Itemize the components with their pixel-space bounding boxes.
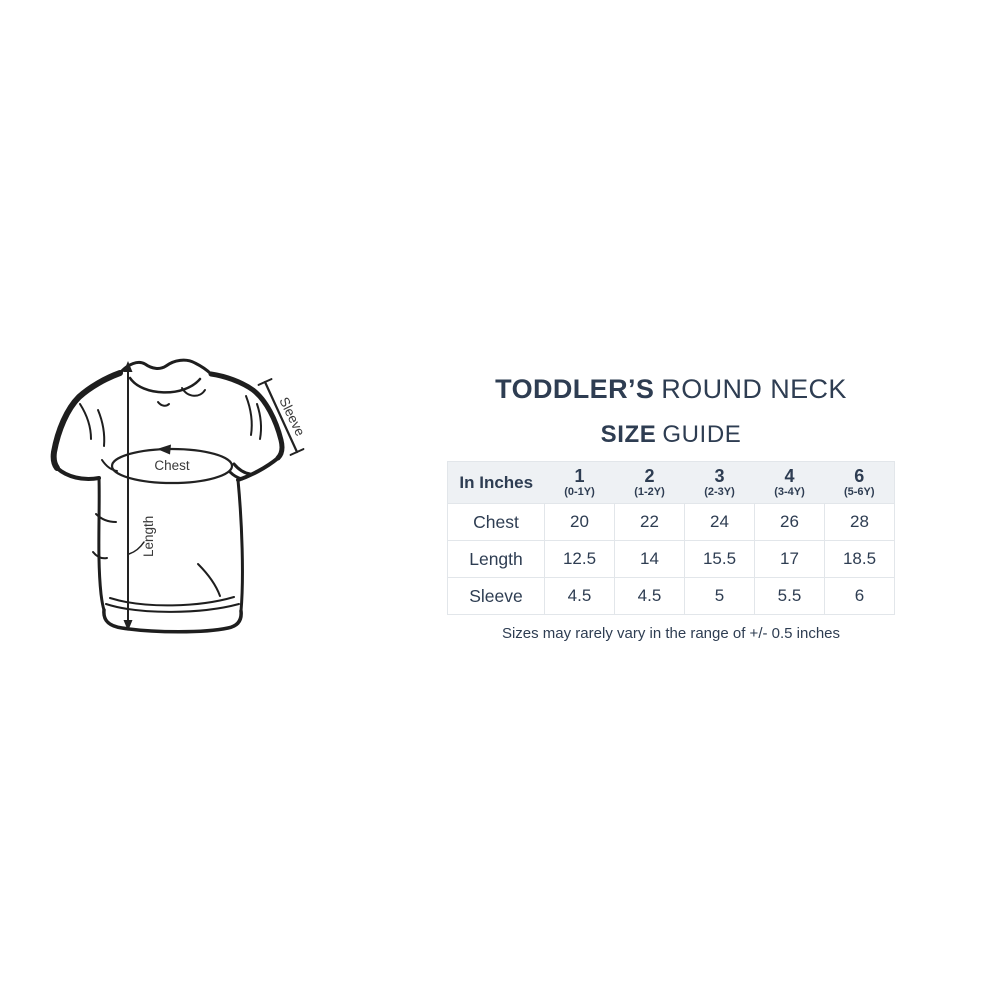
tolerance-note: Sizes may rarely vary in the range of +/… — [501, 625, 841, 642]
sleeve-measure-line — [263, 380, 299, 454]
length-arrowhead-top-icon — [123, 361, 133, 372]
tshirt-outline — [50, 358, 285, 634]
size-column-header: 3 (2-3Y) — [684, 461, 755, 504]
subtitle-light: GUIDE — [662, 421, 742, 448]
page-title: TODDLER’S ROUND NECK — [447, 374, 895, 404]
size-number: 2 — [644, 465, 655, 486]
page-title-bold: TODDLER’S — [495, 374, 655, 404]
length-label: Length — [141, 516, 156, 557]
unit-header-cell: In Inches — [447, 461, 545, 504]
measurement-value: 14 — [614, 540, 685, 578]
size-age-range: (5-6Y) — [843, 485, 875, 498]
row-label: Length — [447, 540, 545, 578]
page-title-light: ROUND NECK — [661, 374, 847, 404]
tshirt-diagram: Length Chest Sleeve — [50, 352, 315, 642]
row-label: Chest — [447, 503, 545, 541]
size-number: 6 — [854, 465, 865, 486]
size-table-header-row: In Inches 1 (0-1Y) 2 (1-2Y) 3 (2-3Y) 4 — [447, 461, 895, 504]
size-column-header: 2 (1-2Y) — [614, 461, 685, 504]
measurement-value: 26 — [754, 503, 825, 541]
measurement-value: 5 — [684, 577, 755, 615]
chest-arrowhead-icon — [157, 444, 171, 455]
sleeve-tick-top — [257, 378, 273, 386]
measurement-value: 20 — [544, 503, 615, 541]
measurement-value: 15.5 — [684, 540, 755, 578]
measurement-value: 5.5 — [754, 577, 825, 615]
length-arrowhead-bottom-icon — [123, 620, 133, 631]
size-table: In Inches 1 (0-1Y) 2 (1-2Y) 3 (2-3Y) 4 — [447, 461, 895, 615]
table-row-chest: Chest 20 22 24 26 28 — [447, 503, 895, 541]
size-column-header: 4 (3-4Y) — [754, 461, 825, 504]
measurement-value: 4.5 — [614, 577, 685, 615]
size-age-range: (1-2Y) — [634, 485, 665, 498]
measurement-value: 22 — [614, 503, 685, 541]
sleeve-tick-bottom — [289, 448, 305, 456]
measurement-value: 12.5 — [544, 540, 615, 578]
size-age-range: (0-1Y) — [564, 485, 595, 498]
measurement-value: 17 — [754, 540, 825, 578]
tshirt-wrinkles — [79, 395, 262, 607]
size-number: 4 — [784, 465, 795, 486]
measurement-value: 28 — [824, 503, 895, 541]
size-column-header: 6 (5-6Y) — [824, 461, 895, 504]
size-number: 1 — [574, 465, 585, 486]
measurement-value: 6 — [824, 577, 895, 615]
table-row-length: Length 12.5 14 15.5 17 18.5 — [447, 540, 895, 578]
measurement-value: 24 — [684, 503, 755, 541]
measurement-value: 18.5 — [824, 540, 895, 578]
size-age-range: (2-3Y) — [704, 485, 735, 498]
table-row-sleeve: Sleeve 4.5 4.5 5 5.5 6 — [447, 577, 895, 615]
size-guide-subtitle: SIZE GUIDE — [447, 421, 895, 449]
chest-label: Chest — [154, 458, 190, 473]
subtitle-bold: SIZE — [600, 421, 657, 448]
chest-measure: Chest — [110, 444, 234, 485]
measurement-value: 4.5 — [544, 577, 615, 615]
tshirt-drawing: Length Chest Sleeve — [50, 358, 308, 634]
chest-ellipse — [110, 447, 234, 485]
size-number: 3 — [714, 465, 725, 486]
size-column-header: 1 (0-1Y) — [544, 461, 615, 504]
size-age-range: (3-4Y) — [774, 485, 805, 498]
length-leader-line — [128, 541, 145, 555]
length-measure: Length — [123, 361, 156, 631]
row-label: Sleeve — [447, 577, 545, 615]
